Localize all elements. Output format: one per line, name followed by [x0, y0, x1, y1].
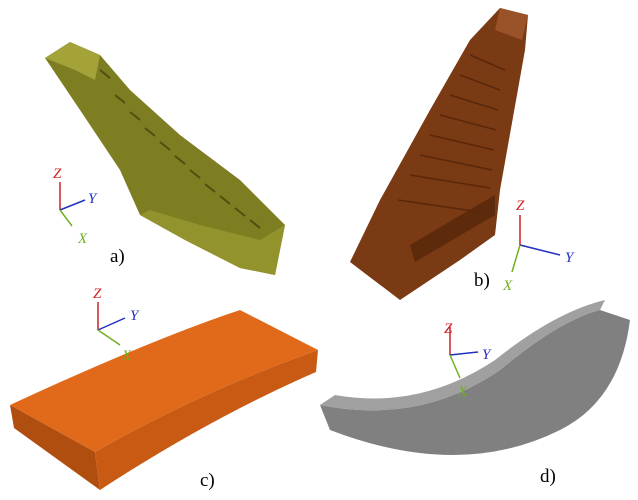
- axes-b: Z Y X: [502, 198, 575, 294]
- x-axis: [512, 245, 520, 272]
- y-label: Y: [565, 250, 575, 266]
- block-side: [350, 8, 528, 300]
- x-axis: [60, 210, 72, 226]
- panel-label: d): [540, 466, 556, 487]
- z-label: Z: [93, 286, 102, 302]
- x-axis: [98, 330, 120, 345]
- x-label: X: [121, 348, 132, 364]
- x-axis: [450, 355, 460, 378]
- axes-a: Z Y X: [53, 166, 98, 247]
- y-label: Y: [482, 347, 492, 363]
- z-label: Z: [516, 198, 525, 214]
- y-axis: [450, 352, 478, 355]
- x-label: X: [502, 278, 513, 294]
- model-c: [10, 310, 318, 490]
- x-label: X: [77, 231, 88, 247]
- z-label: Z: [444, 321, 453, 337]
- model-d: [320, 300, 630, 455]
- panel-label: a): [110, 246, 125, 267]
- y-axis: [520, 245, 560, 255]
- z-label: Z: [53, 166, 62, 182]
- y-axis: [60, 200, 85, 210]
- y-label: Y: [130, 308, 140, 324]
- x-label: X: [457, 384, 468, 400]
- panel-label: c): [200, 470, 215, 491]
- figure: Z Y X Z Y X Z Y X Z Y X a) b) c) d): [0, 0, 638, 500]
- model-b: [350, 8, 528, 300]
- y-axis: [98, 318, 125, 330]
- y-label: Y: [88, 191, 98, 207]
- panel-label: b): [474, 270, 490, 291]
